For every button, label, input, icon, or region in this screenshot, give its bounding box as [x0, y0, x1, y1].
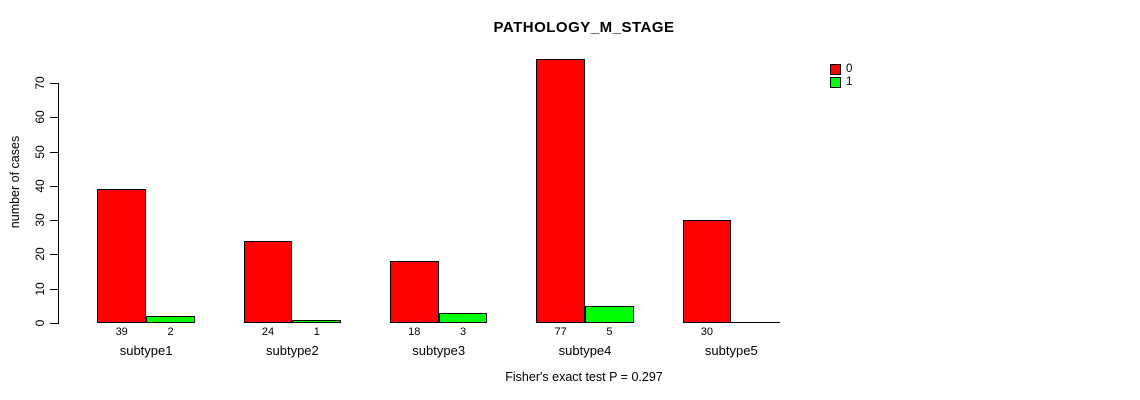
- bar-subtype1-series-1: [146, 316, 195, 323]
- bar-value-label: 24: [261, 326, 275, 338]
- y-tick-mark: [50, 83, 58, 84]
- y-tick-label: 50: [33, 144, 47, 159]
- bar-subtype2-series-1: [292, 319, 342, 323]
- legend-label: 0: [846, 63, 853, 75]
- y-tick-mark: [50, 117, 58, 119]
- y-tick-mark: [50, 185, 58, 187]
- y-tick-label: 60: [33, 110, 47, 124]
- bar-value-label: 2: [167, 326, 174, 338]
- x-category-label-subtype1: subtype1: [119, 343, 173, 358]
- bar-subtype5-series-1-zero: [731, 322, 781, 323]
- y-tick-label: 70: [33, 76, 47, 90]
- y-tick-label: 30: [33, 213, 47, 227]
- bar-value-label: 30: [700, 326, 714, 338]
- bar-value-label: 5: [606, 326, 613, 338]
- y-axis-line: [58, 83, 59, 324]
- y-tick-label: 20: [33, 247, 47, 262]
- bar-subtype3-series-1: [438, 312, 488, 323]
- bar-subtype2-series-0: [243, 240, 293, 323]
- y-tick-label: 40: [33, 179, 47, 193]
- legend-swatch-1: [830, 76, 841, 88]
- y-tick-mark: [50, 288, 58, 290]
- y-axis-label: number of cases: [8, 135, 22, 229]
- legend-label: 1: [846, 75, 853, 88]
- y-tick-mark: [50, 151, 58, 153]
- bar-value-label: 77: [554, 326, 567, 338]
- chart-title: PATHOLOGY_M_STAGE: [493, 19, 675, 36]
- bar-subtype3-series-0: [389, 261, 439, 323]
- y-tick-mark: [50, 220, 58, 222]
- y-tick-mark: [50, 254, 58, 256]
- bar-subtype4-series-1: [585, 305, 634, 323]
- bar-subtype4-series-0: [536, 59, 585, 323]
- x-category-label-subtype4: subtype4: [558, 343, 612, 358]
- x-category-label-subtype2: subtype2: [266, 343, 319, 358]
- bar-value-label: 18: [408, 326, 421, 338]
- x-category-label-subtype3: subtype3: [412, 343, 466, 358]
- y-tick-label: 10: [33, 282, 47, 296]
- bar-subtype5-series-0: [682, 220, 732, 323]
- x-category-label-subtype5: subtype5: [704, 343, 758, 358]
- y-tick-mark: [50, 323, 58, 324]
- bar-subtype1-series-0: [97, 189, 147, 323]
- legend-swatch-0: [830, 64, 841, 75]
- bar-value-label: 39: [115, 326, 128, 338]
- annotation-text: Fisher's exact test P = 0.297: [505, 370, 663, 384]
- bar-value-label: 3: [460, 326, 467, 338]
- y-tick-label: 0: [33, 319, 47, 327]
- bar-value-label: 1: [313, 326, 320, 338]
